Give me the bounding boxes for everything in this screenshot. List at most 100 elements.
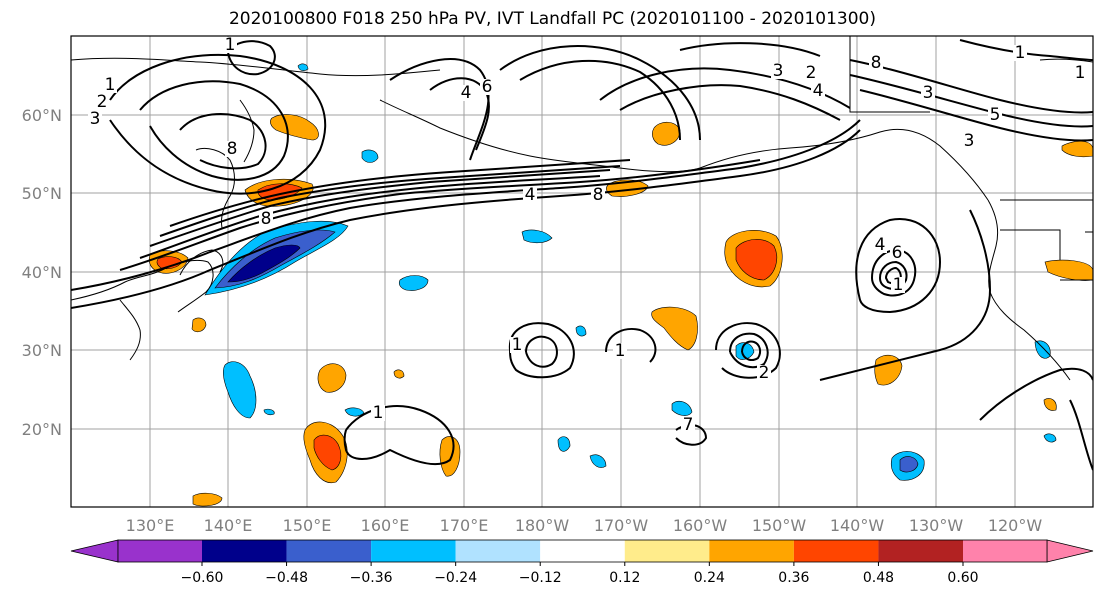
pos-south-3 xyxy=(192,492,223,507)
contour-label: 4 xyxy=(813,81,824,101)
colorbar-segment xyxy=(709,540,794,562)
contour-label: 8 xyxy=(593,185,604,205)
neg-se-core xyxy=(899,456,919,473)
colorbar-outline xyxy=(117,539,1048,563)
contour-label: 2 xyxy=(806,63,817,83)
contour-label-bg xyxy=(869,55,883,71)
neg-small-1 xyxy=(398,275,429,291)
contour-label: 7 xyxy=(683,415,694,435)
contour-label-bg xyxy=(259,211,273,227)
y-tick-label: 60°N xyxy=(22,106,62,125)
contour-label-bg xyxy=(988,107,1002,123)
neg-plume-inner xyxy=(227,244,301,283)
pos-south-1-core xyxy=(313,434,342,471)
contour-label-bg xyxy=(510,337,524,353)
contour-label-bg xyxy=(371,405,385,421)
contour-label-bg xyxy=(962,133,976,149)
contour-label: 1 xyxy=(512,335,523,355)
colorbar-label: −0.36 xyxy=(350,570,393,586)
neg-hawaii-2 xyxy=(589,454,607,468)
x-tick-label: 130°W xyxy=(909,516,964,535)
contour-label: 1 xyxy=(373,403,384,423)
contour-label-bg xyxy=(771,63,785,79)
pv-contours xyxy=(71,39,1093,471)
colorbar-label: 0.36 xyxy=(778,570,809,586)
neg-small-5 xyxy=(361,149,379,163)
contour-label-bg xyxy=(459,85,473,101)
contour-label-bg xyxy=(613,343,627,359)
contour-label: 8 xyxy=(227,139,238,159)
colorbar-segment xyxy=(371,540,456,562)
contour-label: 3 xyxy=(923,83,934,103)
contour-label-bg xyxy=(103,77,117,93)
pos-japan-core xyxy=(156,256,183,270)
colorbar-segment xyxy=(286,540,372,562)
x-tick-label: 120°W xyxy=(988,516,1043,535)
contour-label-bg xyxy=(681,417,695,433)
pos-west-subtrop xyxy=(317,363,347,393)
colorbar-label: −0.60 xyxy=(181,570,224,586)
contour-label-bg xyxy=(225,141,239,157)
colorbar-label: 0.12 xyxy=(609,570,640,586)
pos-small-1 xyxy=(191,317,207,333)
pos-nw-canada xyxy=(1061,140,1093,158)
contour-label: 3 xyxy=(90,109,101,129)
x-tick-label: 130°E xyxy=(126,516,175,535)
colorbar-extend-min xyxy=(70,539,119,563)
contour-label-bg xyxy=(804,65,818,81)
contour-label: 8 xyxy=(871,53,882,73)
x-tick-label: 170°W xyxy=(594,516,649,535)
pos-ca-coast xyxy=(874,354,903,386)
colorbar-segment xyxy=(624,540,710,562)
colorbar-segment xyxy=(540,540,625,562)
x-tick-label: 150°E xyxy=(283,516,332,535)
x-axis-ticks: 130°E 140°E 150°E 160°E 170°E 180°W 170°W 160°W… xyxy=(126,516,1043,535)
contour-label-bg xyxy=(223,37,237,53)
contour-label-bg xyxy=(1073,65,1087,81)
neg-small-6 xyxy=(263,408,275,416)
y-tick-label: 30°N xyxy=(22,341,62,360)
colorbar-label: −0.24 xyxy=(434,570,477,586)
pos-sw-us xyxy=(1044,259,1093,281)
contour-label: 2 xyxy=(97,92,108,112)
y-tick-label: 50°N xyxy=(22,184,62,203)
x-tick-label: 140°E xyxy=(204,516,253,535)
neg-small-se2 xyxy=(1043,433,1057,443)
contour-label-bg xyxy=(811,83,825,99)
contour-label: 1 xyxy=(615,341,626,361)
x-tick-label: 160°E xyxy=(361,516,410,535)
contour-label-bg xyxy=(591,187,605,203)
colorbar-segment xyxy=(963,540,1047,562)
pos-small-se xyxy=(1043,398,1057,411)
contour-label: 1 xyxy=(225,35,236,55)
colorbar-label: 0.48 xyxy=(863,570,894,586)
colorbar: −0.60 −0.48 −0.36 −0.24 −0.12 0.12 0.24 0.36 0.4… xyxy=(70,539,1094,586)
contour-label: 2 xyxy=(759,363,770,383)
contour-label-bg xyxy=(891,277,905,293)
contour-label: 1 xyxy=(893,275,904,295)
colorbar-label: −0.48 xyxy=(265,570,308,586)
coastlines xyxy=(71,36,1093,381)
neg-hawaii-low xyxy=(735,342,755,360)
colorbar-segment xyxy=(202,540,287,562)
x-tick-label: 140°W xyxy=(830,516,885,535)
x-tick-label: 180°W xyxy=(515,516,570,535)
contour-label: 5 xyxy=(990,105,1001,125)
neg-baja xyxy=(1034,340,1051,359)
pos-okhotsk xyxy=(270,114,319,141)
colorbar-segment xyxy=(878,540,963,562)
colorbar-segment xyxy=(793,540,879,562)
y-tick-label: 40°N xyxy=(22,263,62,282)
colorbar-label: 0.24 xyxy=(694,570,725,586)
y-tick-label: 20°N xyxy=(22,420,62,439)
pos-hawaii-n xyxy=(651,306,698,351)
colorbar-segment xyxy=(455,540,541,562)
contour-label-bg xyxy=(480,79,494,95)
contour-label: 1 xyxy=(1075,63,1086,83)
pos-central-north xyxy=(606,179,649,197)
contour-label: 4 xyxy=(525,185,536,205)
contour-label-bg xyxy=(757,365,771,381)
x-tick-label: 150°W xyxy=(752,516,807,535)
